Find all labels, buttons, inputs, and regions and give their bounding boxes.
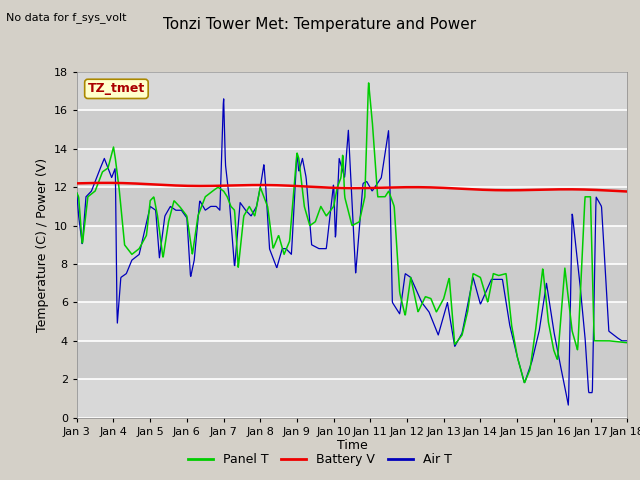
Text: TZ_tmet: TZ_tmet <box>88 83 145 96</box>
Bar <box>77 110 627 149</box>
Bar <box>77 264 627 302</box>
Text: Tonzi Tower Met: Temperature and Power: Tonzi Tower Met: Temperature and Power <box>163 17 477 32</box>
Bar <box>77 72 627 110</box>
Bar <box>77 302 627 341</box>
Text: No data for f_sys_volt: No data for f_sys_volt <box>6 12 127 23</box>
Y-axis label: Temperature (C) / Power (V): Temperature (C) / Power (V) <box>36 158 49 332</box>
Bar <box>77 149 627 187</box>
Bar <box>77 379 627 418</box>
Bar <box>77 187 627 226</box>
Bar <box>77 341 627 379</box>
Legend: Panel T, Battery V, Air T: Panel T, Battery V, Air T <box>183 448 457 471</box>
Bar <box>77 226 627 264</box>
X-axis label: Time: Time <box>337 439 367 453</box>
